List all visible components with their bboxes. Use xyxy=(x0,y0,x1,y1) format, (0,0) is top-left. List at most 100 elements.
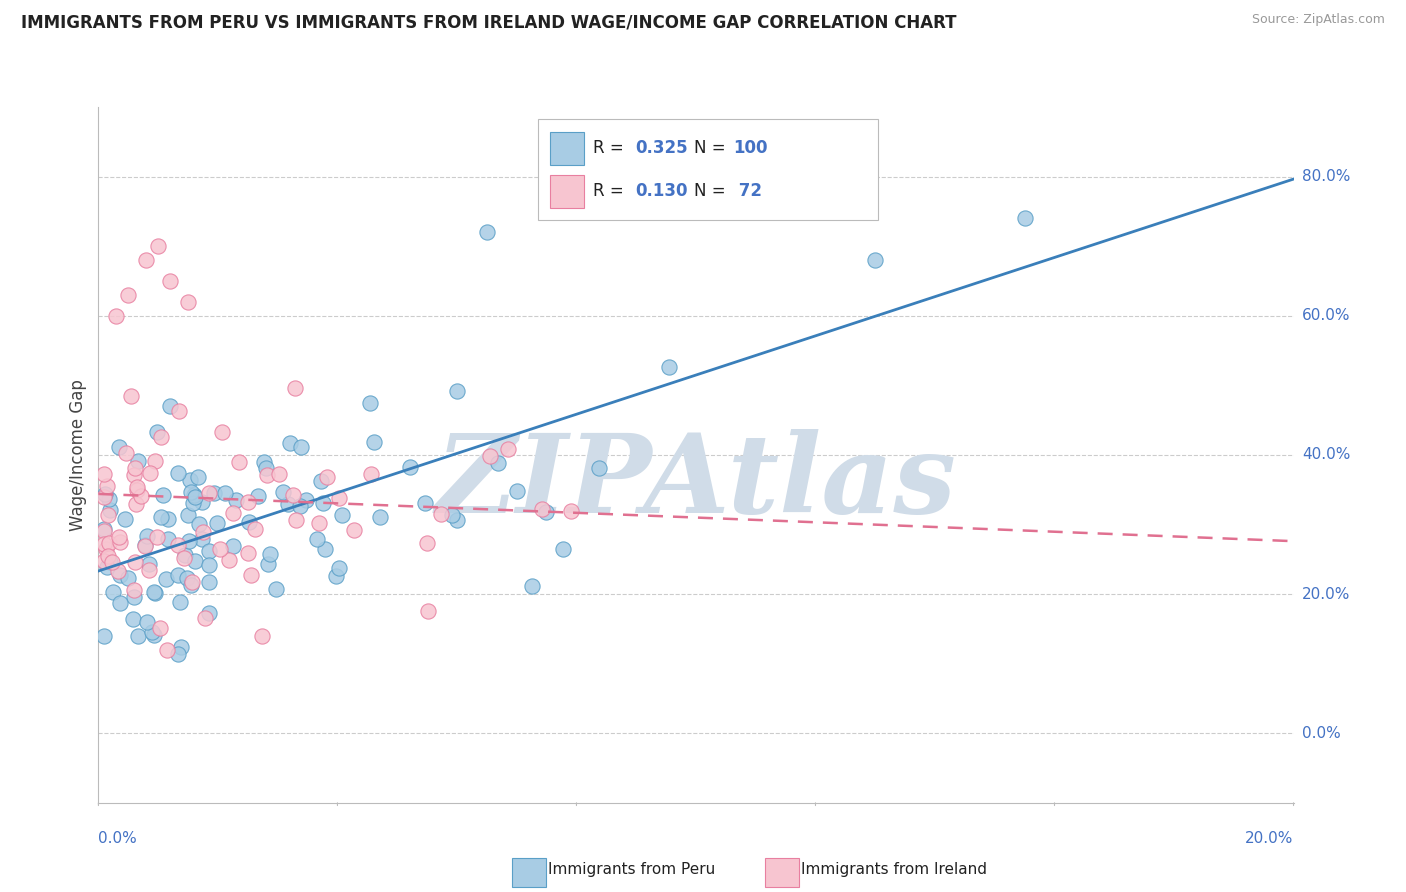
Point xyxy=(198,606,221,620)
Point xyxy=(152,488,174,502)
Point xyxy=(505,483,527,498)
Point xyxy=(198,486,221,500)
Point xyxy=(159,274,181,288)
Point xyxy=(143,585,166,599)
Point xyxy=(536,504,558,518)
Point xyxy=(159,399,181,413)
Point xyxy=(170,640,193,654)
Point xyxy=(141,624,163,639)
Point xyxy=(194,611,217,625)
Point xyxy=(475,225,498,239)
Point xyxy=(139,466,162,480)
Point xyxy=(156,643,179,657)
Point xyxy=(184,490,207,504)
Point xyxy=(134,538,156,552)
Point xyxy=(98,555,121,569)
Point xyxy=(238,515,260,529)
Text: Immigrants from Peru: Immigrants from Peru xyxy=(548,863,716,877)
Point xyxy=(110,596,132,610)
Point xyxy=(129,489,152,503)
Point xyxy=(181,575,204,590)
Point xyxy=(530,502,553,516)
Point xyxy=(145,530,167,544)
Text: IMMIGRANTS FROM PERU VS IMMIGRANTS FROM IRELAND WAGE/INCOME GAP CORRELATION CHAR: IMMIGRANTS FROM PERU VS IMMIGRANTS FROM … xyxy=(21,13,956,31)
Point xyxy=(188,517,211,532)
Point xyxy=(280,436,302,450)
Point xyxy=(328,560,350,574)
Point xyxy=(1014,211,1036,226)
Point xyxy=(146,425,169,439)
Point xyxy=(399,460,422,475)
Point xyxy=(657,359,679,374)
Point xyxy=(254,460,277,475)
Point xyxy=(294,492,316,507)
Point xyxy=(209,542,232,557)
Point xyxy=(328,491,350,506)
Point xyxy=(429,507,451,521)
Point xyxy=(316,470,339,484)
Point xyxy=(121,612,143,626)
Point xyxy=(266,582,288,596)
Point xyxy=(101,555,124,569)
Point xyxy=(150,510,173,524)
Point xyxy=(125,497,148,511)
Point xyxy=(416,536,439,550)
Text: 80.0%: 80.0% xyxy=(1302,169,1350,184)
Point xyxy=(167,404,190,418)
Point xyxy=(290,440,312,454)
Point xyxy=(127,483,149,497)
Point xyxy=(93,522,115,536)
Point xyxy=(496,442,519,457)
Point xyxy=(93,524,115,538)
Point xyxy=(198,543,221,558)
Text: R =: R = xyxy=(593,182,628,200)
Text: 100: 100 xyxy=(734,139,768,157)
Point xyxy=(247,490,270,504)
Point xyxy=(150,430,173,444)
Y-axis label: Wage/Income Gap: Wage/Income Gap xyxy=(69,379,87,531)
Point xyxy=(125,480,148,494)
Point xyxy=(343,524,366,538)
Point xyxy=(181,496,204,510)
Point xyxy=(93,467,115,481)
Point xyxy=(360,467,382,481)
Point xyxy=(553,541,575,556)
Point xyxy=(314,542,336,557)
Point xyxy=(93,491,115,505)
Point xyxy=(135,529,157,543)
Point xyxy=(93,554,115,568)
Point xyxy=(120,389,142,403)
Point xyxy=(325,569,347,583)
Point xyxy=(560,503,582,517)
Text: 40.0%: 40.0% xyxy=(1302,448,1350,462)
Point xyxy=(191,495,214,509)
Point xyxy=(486,456,509,470)
Point xyxy=(211,425,233,439)
Point xyxy=(187,470,209,484)
Point xyxy=(97,491,120,506)
Point xyxy=(156,532,179,546)
Point xyxy=(363,434,385,449)
Point xyxy=(156,512,179,526)
Point xyxy=(177,534,200,549)
Point xyxy=(520,579,543,593)
Point xyxy=(135,615,157,630)
Point xyxy=(222,507,245,521)
Point xyxy=(127,629,149,643)
Point xyxy=(256,467,278,482)
Text: 72: 72 xyxy=(734,182,762,200)
Point xyxy=(148,239,170,253)
Point xyxy=(124,460,146,475)
Point xyxy=(308,516,330,530)
Point xyxy=(416,604,439,618)
Point xyxy=(138,557,160,571)
Point xyxy=(96,479,118,493)
Point xyxy=(277,497,299,511)
Point xyxy=(114,512,136,526)
Point xyxy=(97,549,120,564)
Point xyxy=(441,508,464,522)
Point xyxy=(124,555,146,569)
Point xyxy=(135,253,157,268)
Point xyxy=(205,516,228,530)
Point xyxy=(267,467,290,482)
